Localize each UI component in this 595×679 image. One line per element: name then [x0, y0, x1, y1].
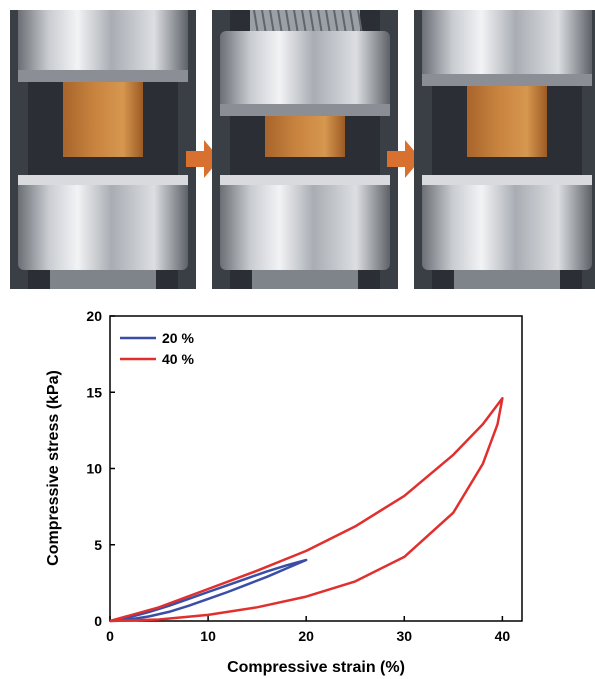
y-tick-label: 20	[86, 308, 102, 324]
x-tick-label: 10	[200, 628, 216, 644]
x-tick-label: 40	[495, 628, 511, 644]
photo-compressed	[212, 10, 398, 289]
y-tick-label: 0	[94, 613, 102, 629]
y-axis-label: Compressive stress (kPa)	[45, 370, 62, 566]
x-axis: 0 10 20 30 40	[106, 616, 510, 644]
arrow-shape	[186, 140, 220, 178]
x-tick-label: 0	[106, 628, 114, 644]
photo-recovered	[414, 10, 595, 289]
y-tick-label: 10	[86, 461, 102, 477]
x-tick-label: 30	[396, 628, 412, 644]
legend-label-20: 20 %	[162, 330, 194, 346]
legend: 20 % 40 %	[120, 330, 194, 367]
x-axis-label: Compressive strain (%)	[227, 659, 405, 676]
y-tick-label: 5	[94, 537, 102, 553]
arrow-right-icon	[387, 140, 421, 178]
photo-uncompressed	[10, 10, 196, 289]
y-axis: 0 5 10 15 20	[86, 308, 115, 629]
stress-strain-chart: 0 10 20 30 40 0 5 10 15 20 20 % 40 % Compressive…	[45, 308, 523, 676]
arrow-right-icon	[186, 140, 220, 178]
arrow-shape	[387, 140, 421, 178]
legend-label-40: 40 %	[162, 351, 194, 367]
series-line-40	[109, 397, 504, 623]
x-tick-label: 20	[298, 628, 314, 644]
series-layer	[109, 397, 504, 623]
series-line-20	[109, 558, 308, 623]
y-tick-label: 15	[86, 384, 102, 400]
